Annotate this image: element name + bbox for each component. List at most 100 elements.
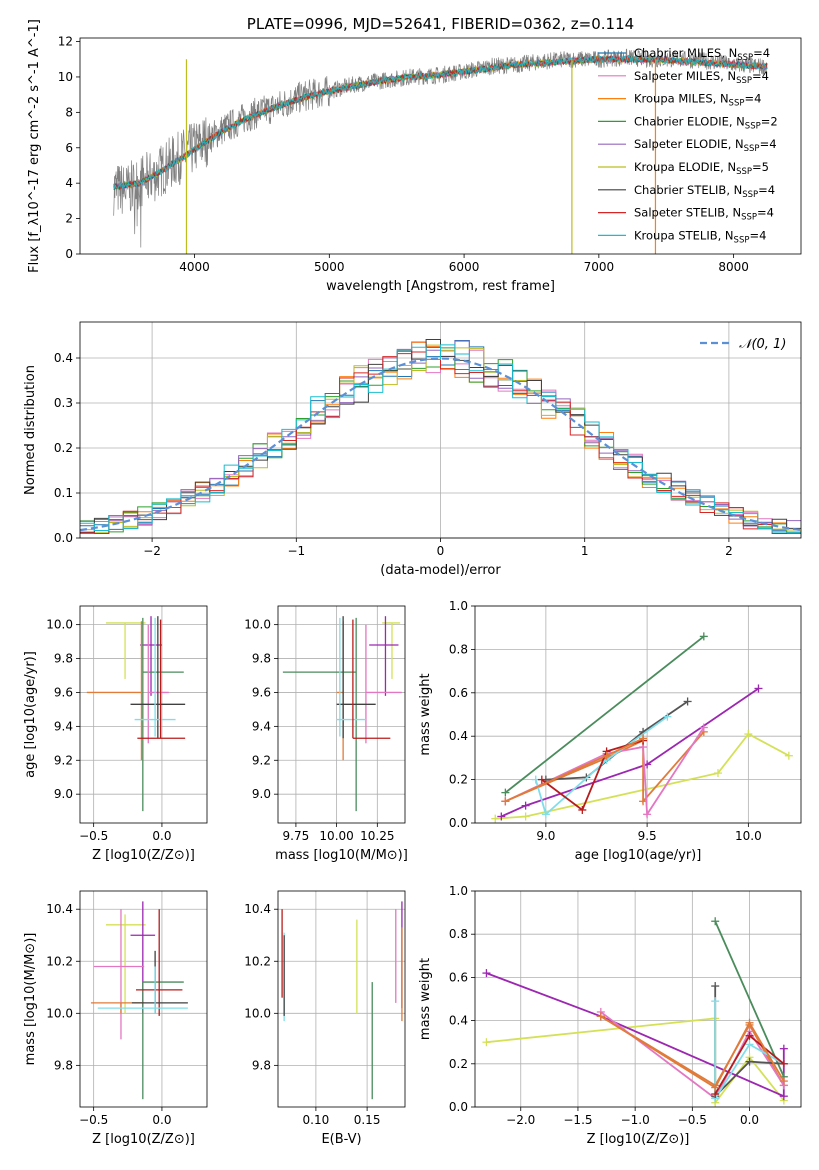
x-tick-label: −2.0 bbox=[506, 1113, 535, 1127]
errorbar-point bbox=[137, 619, 186, 739]
x-axis-label: mass [log10(M/M⊙)] bbox=[275, 848, 408, 863]
y-tick-label: 0.0 bbox=[449, 1100, 468, 1114]
mass-weight-line bbox=[714, 920, 785, 1078]
y-tick-label: 4 bbox=[65, 176, 73, 190]
x-tick-label: 5000 bbox=[314, 260, 345, 274]
mass-weight-marker bbox=[711, 917, 720, 926]
mass-weight-marker bbox=[699, 723, 708, 732]
y-tick-label: 9.8 bbox=[252, 1058, 271, 1072]
axes-frame bbox=[277, 605, 406, 824]
mass-weight-line bbox=[505, 727, 705, 818]
mass-weight-marker bbox=[779, 1077, 788, 1086]
mass-weight-marker bbox=[596, 1012, 605, 1021]
mass-weight-marker bbox=[537, 775, 546, 784]
errorbar-point bbox=[135, 909, 183, 1016]
spectrum-plot bbox=[113, 48, 768, 254]
residual-histogram bbox=[80, 344, 801, 533]
mass-weight-line bbox=[714, 1001, 785, 1102]
errorbar-point bbox=[93, 909, 145, 1040]
mass-weight-marker bbox=[745, 1018, 754, 1027]
mass-weight-marker bbox=[711, 982, 720, 991]
y-tick-label: 10.4 bbox=[46, 902, 73, 916]
x-axis-label: Z [log10(Z/Z⊙)] bbox=[587, 1132, 690, 1147]
x-tick-label: 0.10 bbox=[303, 1113, 330, 1127]
x-tick-label: 10.00 bbox=[319, 829, 353, 843]
y-tick-label: 9.2 bbox=[54, 753, 73, 767]
errorbar-point bbox=[352, 619, 391, 739]
residual-histograms bbox=[79, 339, 802, 534]
mass-weight-marker bbox=[744, 730, 753, 739]
y-tick-label: 0.3 bbox=[54, 396, 73, 410]
y-axis-label: Flux [f_λ10^-17 erg cm^-2 s^-1 A^-1] bbox=[27, 19, 42, 273]
y-axis-label: age [log10(age/yr)] bbox=[23, 651, 38, 778]
errorbar-point bbox=[105, 622, 146, 679]
mass-weight-line bbox=[600, 1015, 785, 1089]
x-tick-label: 8000 bbox=[718, 260, 749, 274]
normal-curve bbox=[79, 357, 802, 532]
x-tick-label: −1.5 bbox=[563, 1113, 592, 1127]
mass-weight-lines bbox=[482, 917, 788, 1107]
mass-weight-marker bbox=[541, 810, 550, 819]
legend-entry: Chabrier STELIB, NSSP=4 bbox=[634, 183, 775, 200]
mass-weight-marker bbox=[482, 1038, 491, 1047]
mass-weight-marker bbox=[639, 734, 648, 743]
x-tick-label: 9.75 bbox=[283, 829, 310, 843]
axes-frame bbox=[79, 321, 802, 539]
y-tick-label: 0.4 bbox=[449, 1014, 468, 1028]
y-tick-label: 8 bbox=[65, 105, 73, 119]
x-tick-label: −0.5 bbox=[79, 829, 108, 843]
mass-weight-marker bbox=[754, 684, 763, 693]
errorbar-points bbox=[86, 616, 186, 812]
errorbar-points bbox=[282, 616, 402, 812]
x-tick-label: 0.0 bbox=[152, 1113, 171, 1127]
y-tick-label: 0.0 bbox=[449, 816, 468, 830]
y-tick-label: 9.8 bbox=[252, 652, 271, 666]
axes-frame bbox=[277, 890, 406, 1108]
x-axis-label: (data-model)/error bbox=[380, 563, 501, 578]
mass-weight-line bbox=[500, 687, 760, 818]
y-tick-label: 1.0 bbox=[449, 884, 468, 898]
mass-weight-marker bbox=[497, 812, 506, 821]
x-tick-label: 10.0 bbox=[735, 829, 762, 843]
x-axis-label: Z [log10(Z/Z⊙)] bbox=[92, 848, 195, 863]
x-tick-label: 2 bbox=[725, 544, 733, 558]
y-tick-label: 0.2 bbox=[449, 1057, 468, 1071]
legend-entry: Kroupa ELODIE, NSSP=5 bbox=[634, 160, 769, 177]
y-tick-label: 9.6 bbox=[252, 685, 271, 699]
errorbar-point bbox=[369, 616, 399, 696]
panel-0-axes: 4000 5000 6000 7000 8000 0 2 4 6 8 10 12 wavelength … bbox=[27, 15, 749, 294]
errorbar-point bbox=[142, 981, 184, 1100]
mass-weight-marker bbox=[711, 997, 720, 1006]
panel-2-axes: −0.5 0.0 9.0 9.2 9.4 9.6 9.8 10.0 Z [log10(Z/Z⊙)… bbox=[23, 606, 207, 863]
mass-weight-line bbox=[504, 635, 705, 794]
model-spectrum-line bbox=[113, 55, 768, 190]
y-tick-label: 10.2 bbox=[46, 954, 73, 968]
mass-weight-marker bbox=[779, 1059, 788, 1068]
legend-entry: Salpeter ELODIE, NSSP=4 bbox=[634, 137, 777, 154]
y-tick-label: 0.4 bbox=[449, 729, 468, 743]
mass-weight-lines bbox=[491, 632, 793, 823]
x-tick-label: −1.0 bbox=[621, 1113, 650, 1127]
y-tick-label: 6 bbox=[65, 141, 73, 155]
axes-frame bbox=[79, 890, 208, 1108]
mass-weight-marker bbox=[745, 1040, 754, 1049]
errorbar-point bbox=[336, 617, 366, 737]
panel-3-axes: 9.75 10.00 10.25 9.0 9.2 9.4 9.6 9.8 10.0 mass [l… bbox=[244, 606, 408, 863]
legend-entry: Chabrier ELODIE, NSSP=2 bbox=[634, 114, 778, 131]
mass-weight-marker bbox=[663, 712, 672, 721]
x-tick-label: 0.0 bbox=[740, 1113, 759, 1127]
errorbar-point bbox=[365, 624, 402, 744]
errorbar-point bbox=[86, 621, 143, 761]
y-tick-label: 10.0 bbox=[46, 618, 73, 632]
y-axis-label: mass [log10(M/M⊙)] bbox=[23, 933, 38, 1066]
axes-frame bbox=[79, 37, 802, 255]
errorbar-point bbox=[282, 617, 357, 812]
x-tick-label: 0.15 bbox=[354, 1113, 381, 1127]
y-tick-label: 0.0 bbox=[54, 531, 73, 545]
spectrum-legend: Chabrier MILES, NSSP=4 Salpeter MILES, NS… bbox=[598, 46, 778, 245]
x-tick-label: 9.0 bbox=[536, 829, 555, 843]
x-axis-label: Z [log10(Z/Z⊙)] bbox=[92, 1132, 195, 1147]
y-tick-label: 10.4 bbox=[244, 902, 271, 916]
mass-weight-marker bbox=[784, 751, 793, 760]
